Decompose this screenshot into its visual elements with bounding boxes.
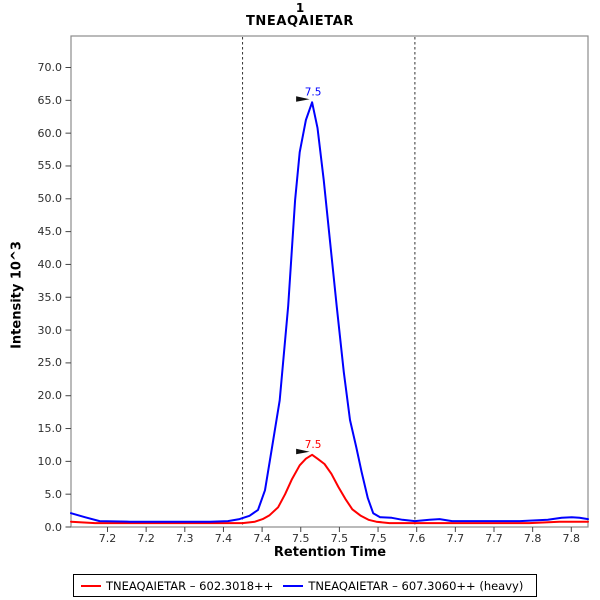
peak-annotation-arrow-icon [296, 96, 310, 102]
x-tick-label: 7.5 [369, 532, 387, 545]
x-tick-label: 7.5 [330, 532, 349, 545]
y-tick-label: 5.0 [44, 487, 63, 501]
y-tick-label: 65.0 [37, 93, 63, 107]
y-tick-label: 45.0 [37, 225, 63, 239]
y-tick-label: 60.0 [37, 126, 63, 140]
chart-title-peptide: TNEAQAIETAR [245, 14, 355, 29]
x-axis-title: Retention Time [273, 545, 387, 560]
x-tick-label: 7.5 [292, 532, 310, 545]
y-tick-label: 20.0 [37, 389, 63, 403]
x-tick-label: 7.6 [407, 532, 426, 545]
x-tick-label: 7.7 [485, 532, 503, 545]
legend-line-swatch-light [81, 584, 101, 587]
legend-box: TNEAQAIETAR – 602.3018++ TNEAQAIETAR – 6… [73, 574, 537, 597]
legend-label-light: TNEAQAIETAR – 602.3018++ [106, 578, 274, 593]
plot-frame [70, 35, 589, 528]
y-tick-label: 25.0 [37, 356, 63, 370]
x-tick-label: 7.3 [176, 532, 194, 545]
y-tick-label: 40.0 [37, 257, 63, 271]
legend-label-heavy: TNEAQAIETAR – 607.3060++ (heavy) [308, 578, 524, 593]
peak-annotation-label: 7.5 [305, 86, 322, 98]
y-tick-label: 35.0 [37, 290, 63, 304]
x-tick-label: 7.8 [523, 532, 542, 545]
peak-annotation-label: 7.5 [305, 439, 322, 451]
y-tick-label: 50.0 [37, 192, 63, 206]
chromatogram-plot-area[interactable] [71, 36, 588, 527]
x-tick-label: 7.4 [253, 532, 271, 545]
y-tick-label: 10.0 [37, 454, 63, 468]
y-tick-label: 15.0 [37, 422, 63, 436]
y-tick-label: 70.0 [37, 61, 63, 74]
y-tick-label: 55.0 [37, 159, 63, 173]
y-tick-label: 0.0 [44, 520, 63, 534]
legend-item-heavy: TNEAQAIETAR – 607.3060++ (heavy) [283, 579, 523, 593]
chart-title-index: 1 [295, 1, 305, 15]
x-tick-label: 7.4 [214, 532, 233, 545]
legend-item-light: TNEAQAIETAR – 602.3018++ [81, 579, 273, 593]
x-tick-label: 7.7 [446, 532, 465, 545]
peak-annotation-arrow-icon [296, 448, 310, 455]
chromatogram-curve-light [70, 453, 589, 525]
legend-line-swatch-heavy [283, 584, 304, 587]
x-tick-label: 7.8 [562, 532, 581, 545]
y-tick-label: 30.0 [37, 323, 63, 337]
chromatogram-curve-heavy [70, 101, 589, 523]
x-tick-label: 7.2 [98, 532, 117, 545]
x-tick-label: 7.2 [137, 532, 155, 545]
